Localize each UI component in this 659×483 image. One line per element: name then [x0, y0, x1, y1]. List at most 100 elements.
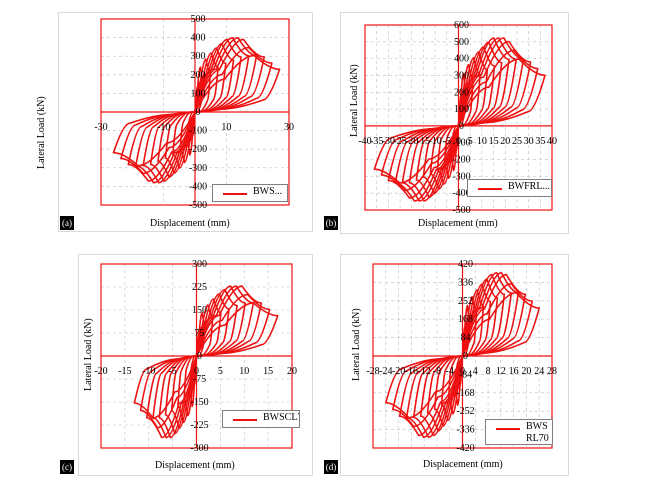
- hysteresis-loop-c: [133, 302, 279, 419]
- legend-a: BWS...: [212, 184, 288, 202]
- x-tick-label-b: -20: [405, 136, 418, 147]
- legend-swatch-a: [223, 193, 247, 195]
- x-tick-label-d: -20: [392, 366, 405, 377]
- x-tick-label-b: -5: [443, 136, 451, 147]
- y-tick-label-d: 420: [458, 259, 473, 270]
- y-tick-label-a: -200: [189, 144, 207, 155]
- y-tick-label-a: -100: [189, 126, 207, 137]
- x-tick-label-c: 10: [239, 366, 249, 377]
- y-tick-label-d: 0: [463, 351, 468, 362]
- y-tick-label-a: -300: [189, 163, 207, 174]
- y-tick-label-b: 600: [454, 20, 469, 31]
- x-tick-label-d: 16: [509, 366, 519, 377]
- x-tick-label-b: -35: [370, 136, 383, 147]
- x-tick-label-c: -10: [142, 366, 155, 377]
- y-tick-label-c: -300: [190, 443, 208, 454]
- panel-tag-a: (a): [60, 216, 74, 230]
- y-axis-label-d: Lateral Load (kN): [351, 308, 362, 381]
- y-tick-label-c: 225: [192, 282, 207, 293]
- hysteresis-loop-d: [385, 291, 540, 419]
- y-tick-label-a: 200: [191, 70, 206, 81]
- x-tick-label-d: -12: [417, 366, 430, 377]
- x-tick-label-b: -15: [417, 136, 430, 147]
- y-tick-label-d: -252: [456, 406, 474, 417]
- y-tick-label-c: -225: [190, 420, 208, 431]
- panel-tag-c: (c): [60, 460, 74, 474]
- y-tick-label-d: 84: [461, 333, 471, 344]
- x-tick-label-b: -40: [358, 136, 371, 147]
- x-tick-label-a: 30: [284, 122, 294, 133]
- y-tick-label-a: 500: [191, 14, 206, 25]
- y-tick-label-a: -400: [189, 181, 207, 192]
- x-tick-label-d: 4: [473, 366, 478, 377]
- y-tick-label-c: 75: [195, 328, 205, 339]
- legend-label-a: BWS...: [253, 186, 283, 197]
- x-tick-label-b: 5: [468, 136, 473, 147]
- hysteresis-loop-a: [112, 54, 281, 167]
- legend-b: BWFRL...: [467, 179, 552, 197]
- y-tick-label-b: -200: [452, 155, 470, 166]
- x-tick-label-c: 20: [287, 366, 297, 377]
- x-tick-label-a: 10: [221, 122, 231, 133]
- y-tick-label-b: 200: [454, 87, 469, 98]
- x-tick-label-d: 24: [534, 366, 544, 377]
- x-tick-label-b: 40: [547, 136, 557, 147]
- y-tick-label-d: 336: [458, 277, 473, 288]
- y-tick-label-d: -420: [456, 443, 474, 454]
- y-tick-label-a: 100: [191, 88, 206, 99]
- x-tick-label-d: 28: [547, 366, 557, 377]
- x-tick-label-b: 25: [512, 136, 522, 147]
- y-tick-label-b: -100: [452, 138, 470, 149]
- legend-swatch-d: [496, 428, 520, 430]
- y-tick-label-b: -300: [452, 171, 470, 182]
- x-axis-label-a: Displacement (mm): [150, 218, 230, 229]
- x-tick-label-c: 15: [263, 366, 273, 377]
- y-tick-label-d: -84: [459, 369, 472, 380]
- legend-d: BWS RL70: [485, 419, 553, 445]
- y-tick-label-a: -500: [189, 200, 207, 211]
- x-tick-label-d: -8: [433, 366, 441, 377]
- legend-swatch-c: [233, 419, 257, 421]
- x-tick-label-d: -24: [379, 366, 392, 377]
- x-tick-label-c: -20: [94, 366, 107, 377]
- y-tick-label-d: -336: [456, 425, 474, 436]
- y-tick-label-b: 400: [454, 54, 469, 65]
- legend-label-d: BWS RL70: [526, 421, 549, 444]
- x-axis-label-c: Displacement (mm): [155, 460, 235, 471]
- x-tick-label-b: -10: [428, 136, 441, 147]
- y-tick-label-b: 100: [454, 104, 469, 115]
- y-tick-label-d: 168: [458, 314, 473, 325]
- y-tick-label-d: 252: [458, 296, 473, 307]
- x-tick-label-d: 12: [496, 366, 506, 377]
- x-tick-label-b: 15: [489, 136, 499, 147]
- y-tick-label-a: 300: [191, 51, 206, 62]
- x-tick-label-b: 35: [535, 136, 545, 147]
- x-tick-label-d: 8: [486, 366, 491, 377]
- x-tick-label-c: -15: [118, 366, 131, 377]
- legend-label-b: BWFRL...: [508, 181, 550, 192]
- y-tick-label-b: 300: [454, 70, 469, 81]
- x-axis-label-b: Displacement (mm): [418, 218, 498, 229]
- x-tick-label-b: -25: [393, 136, 406, 147]
- x-tick-label-d: 20: [521, 366, 531, 377]
- y-tick-label-c: 150: [192, 305, 207, 316]
- x-tick-label-d: -4: [446, 366, 454, 377]
- x-tick-label-b: -30: [382, 136, 395, 147]
- panel-tag-d: (d): [324, 460, 338, 474]
- x-tick-label-a: -30: [94, 122, 107, 133]
- x-tick-label-c: -5: [168, 366, 176, 377]
- y-tick-label-b: -500: [452, 205, 470, 216]
- y-tick-label-c: 300: [192, 259, 207, 270]
- y-tick-label-a: 400: [191, 33, 206, 44]
- x-tick-label-d: -28: [366, 366, 379, 377]
- x-tick-label-c: 0: [194, 366, 199, 377]
- y-tick-label-b: 0: [459, 121, 464, 132]
- y-tick-label-d: -168: [456, 388, 474, 399]
- legend-label-c: BWSCL70: [263, 412, 299, 423]
- x-tick-label-b: 10: [477, 136, 487, 147]
- y-tick-label-b: -400: [452, 188, 470, 199]
